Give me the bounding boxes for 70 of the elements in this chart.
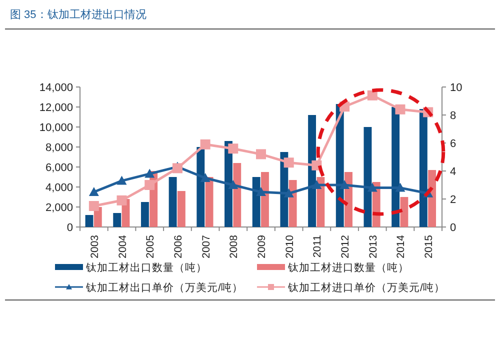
x-tick-label: 2003 xyxy=(88,234,101,258)
y-tick-label: 6,000 xyxy=(45,162,73,174)
y2-tick-label: 0 xyxy=(450,222,456,234)
y-tick-label: 4,000 xyxy=(45,182,73,194)
point xyxy=(367,182,378,192)
point xyxy=(200,173,210,182)
x-tick-label: 2004 xyxy=(116,234,129,258)
y2-tick-label: 2 xyxy=(450,194,456,206)
bar xyxy=(308,115,316,227)
bar xyxy=(168,177,177,227)
x-tick-label: 2007 xyxy=(200,234,212,258)
y-tick-label: 10,000 xyxy=(39,122,73,134)
bar xyxy=(177,191,186,227)
point xyxy=(312,180,322,189)
y-tick-label: 0 xyxy=(66,222,73,234)
point xyxy=(256,187,266,196)
point xyxy=(200,139,210,150)
bar xyxy=(400,197,408,227)
point xyxy=(88,201,99,211)
y2-tick-label: 10 xyxy=(450,82,462,94)
bar xyxy=(261,172,269,227)
bar xyxy=(113,213,122,227)
point xyxy=(228,144,238,154)
x-tick-label: 2015 xyxy=(423,234,436,258)
y2-tick-label: 6 xyxy=(450,138,456,150)
bar xyxy=(419,109,428,227)
x-tick-label: 2012 xyxy=(340,234,352,258)
y-tick-label: 14,000 xyxy=(39,82,73,94)
bar xyxy=(196,147,205,227)
point xyxy=(88,187,99,196)
bar xyxy=(316,177,325,227)
legend-label: 钛加工材进口数量（吨） xyxy=(287,261,409,274)
point xyxy=(284,158,294,168)
bar xyxy=(288,180,297,227)
x-tick-label: 2009 xyxy=(256,234,268,258)
point xyxy=(228,180,238,189)
x-tick-label: 2010 xyxy=(284,234,296,258)
point xyxy=(256,149,266,160)
y2-tick-label: 4 xyxy=(450,166,456,178)
bar xyxy=(233,163,242,227)
y-tick-label: 12,000 xyxy=(39,102,73,114)
x-tick-label: 2014 xyxy=(395,234,408,258)
bar xyxy=(140,202,149,227)
x-tick-label: 2005 xyxy=(144,234,157,258)
bar xyxy=(364,127,372,227)
y2-tick-label: 8 xyxy=(450,110,456,122)
point xyxy=(144,180,155,190)
bar xyxy=(392,107,400,227)
point xyxy=(367,90,378,100)
bar xyxy=(85,215,94,227)
point xyxy=(116,176,127,185)
bar xyxy=(252,177,260,227)
point xyxy=(340,180,350,189)
legend-label: 钛加工材出口数量（吨） xyxy=(85,261,207,274)
x-tick-label: 2011 xyxy=(312,234,324,258)
point xyxy=(284,188,294,198)
point xyxy=(172,163,182,174)
point xyxy=(116,195,127,206)
x-tick-label: 2006 xyxy=(172,234,184,258)
point xyxy=(395,182,406,192)
legend-label: 钛加工材出口单价（万美元/吨） xyxy=(85,281,243,294)
legend-label: 钛加工材进口单价（万美元/吨） xyxy=(287,281,445,294)
bar xyxy=(428,170,436,227)
chart-title: 图 35：钛加工材进出口情况 xyxy=(10,8,146,21)
point xyxy=(144,168,155,178)
x-tick-label: 2013 xyxy=(367,234,380,258)
y-tick-label: 2,000 xyxy=(45,202,73,214)
point xyxy=(395,104,406,114)
y-tick-label: 8,000 xyxy=(45,142,73,154)
x-tick-label: 2008 xyxy=(228,234,240,258)
